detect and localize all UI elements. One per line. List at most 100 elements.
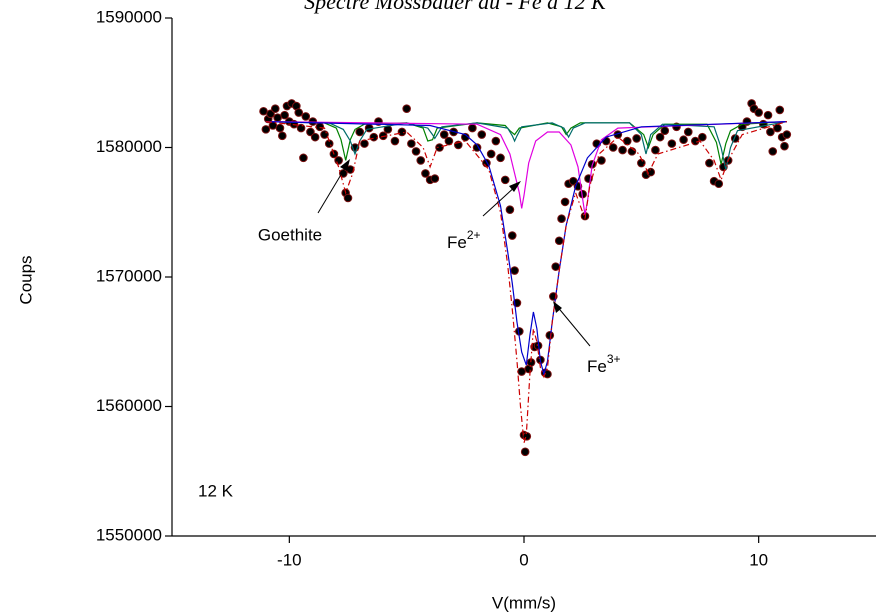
data-point xyxy=(360,139,369,148)
fit-curve xyxy=(265,121,787,443)
data-point xyxy=(568,176,578,186)
data-point xyxy=(660,126,670,135)
arrow xyxy=(317,162,349,214)
data-point xyxy=(402,104,411,113)
annotation: Goethite xyxy=(258,225,322,244)
data-point xyxy=(597,156,606,165)
arrow-head xyxy=(553,301,562,313)
data-point xyxy=(270,104,280,113)
annotation: Fe2+ xyxy=(447,228,481,252)
x-axis-label: V(mm/s) xyxy=(492,593,556,612)
data-point xyxy=(261,125,271,134)
y-tick-label: 1590000 xyxy=(96,7,162,26)
data-point xyxy=(435,143,444,152)
data-point xyxy=(390,136,400,146)
data-point xyxy=(646,167,656,177)
plot-area: 1550000 1560000 1570000 1580000 1590000 -10 0 1… xyxy=(96,7,876,569)
data-point xyxy=(560,197,570,207)
data-point xyxy=(430,174,440,183)
data-point xyxy=(407,139,416,148)
data-point xyxy=(259,106,268,116)
data-point xyxy=(301,112,311,121)
annotation: 12 K xyxy=(198,481,234,500)
data-point xyxy=(369,132,379,142)
arrow xyxy=(482,184,518,217)
data-point xyxy=(416,156,426,165)
data-point xyxy=(698,132,707,142)
data-point xyxy=(683,127,693,137)
annotation-sup: 2+ xyxy=(467,228,481,242)
data-point xyxy=(306,127,315,137)
data-point xyxy=(505,205,515,214)
x-tick-label: 0 xyxy=(519,550,528,569)
data-point xyxy=(266,109,275,119)
data-point xyxy=(477,130,487,139)
data-point xyxy=(714,179,724,189)
arrow-head xyxy=(340,159,350,171)
data-point xyxy=(439,130,449,139)
data-point xyxy=(618,145,627,155)
data-point xyxy=(444,136,454,146)
fit-curve xyxy=(265,121,787,215)
data-point xyxy=(378,131,388,141)
data-point xyxy=(507,231,517,240)
data-point xyxy=(280,110,289,120)
data-point xyxy=(273,113,282,123)
annotation-text: Fe xyxy=(447,233,467,252)
y-tick-label: 1580000 xyxy=(96,137,162,156)
fit-curve xyxy=(265,121,787,377)
data-point xyxy=(468,123,477,133)
data-point xyxy=(551,262,560,271)
annotation: Fe3+ xyxy=(587,352,621,376)
data-point xyxy=(632,134,641,143)
data-point xyxy=(655,132,665,142)
arrow xyxy=(555,304,591,347)
data-point xyxy=(768,147,778,156)
data-point xyxy=(510,266,519,275)
data-point xyxy=(310,132,320,142)
y-axis-label: Coups xyxy=(16,255,35,304)
data-point xyxy=(496,153,505,163)
data-point xyxy=(651,145,660,155)
arrow-head xyxy=(509,181,521,192)
y-tick-label: 1550000 xyxy=(96,525,162,544)
data-point xyxy=(411,147,421,156)
y-tick-label: 1560000 xyxy=(96,396,162,415)
annotation-text: Fe xyxy=(587,357,607,376)
fit-curve xyxy=(265,121,787,165)
data-point xyxy=(315,122,325,132)
data-point xyxy=(517,367,526,376)
data-point xyxy=(294,108,304,117)
data-point xyxy=(667,139,677,148)
data-point xyxy=(782,130,792,139)
x-tick-label: -10 xyxy=(277,550,302,569)
y-tick-label: 1570000 xyxy=(96,266,162,285)
data-point xyxy=(622,136,632,146)
data-point xyxy=(773,123,782,133)
x-tick-label: 10 xyxy=(749,550,768,569)
data-point xyxy=(780,141,789,151)
data-point xyxy=(766,127,775,137)
data-point xyxy=(397,127,407,137)
data-point xyxy=(754,108,763,117)
chart-title: Spectre Mossbauer du - Fe a 12 K xyxy=(304,0,607,14)
data-point xyxy=(491,136,501,146)
data-point xyxy=(705,158,714,168)
data-point xyxy=(334,156,343,165)
data-point xyxy=(277,131,287,141)
data-point xyxy=(275,123,285,133)
data-point xyxy=(355,127,365,137)
data-point xyxy=(299,153,308,163)
annotations: Goethite Fe2+ Fe3+ 12 K xyxy=(198,159,621,500)
data-point xyxy=(486,149,496,159)
data-point xyxy=(775,105,785,115)
data-point xyxy=(608,143,618,152)
data-point xyxy=(421,169,430,178)
data-point xyxy=(461,132,470,142)
data-point xyxy=(554,236,564,246)
data-point xyxy=(557,214,566,224)
data-point xyxy=(679,135,688,145)
data-point xyxy=(637,158,646,168)
data-point xyxy=(343,193,353,203)
